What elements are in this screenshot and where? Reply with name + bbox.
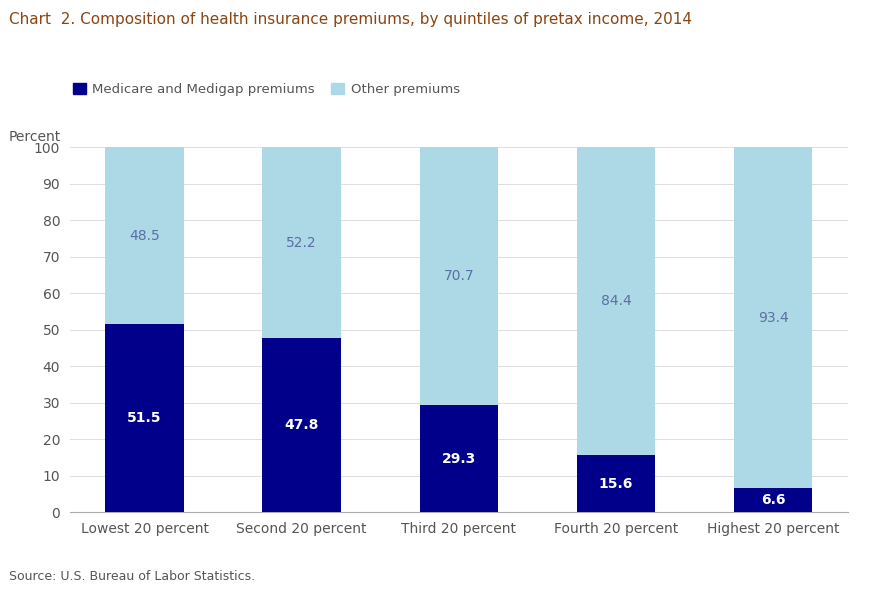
Text: Source: U.S. Bureau of Labor Statistics.: Source: U.S. Bureau of Labor Statistics. [9,570,255,583]
Legend: Medicare and Medigap premiums, Other premiums: Medicare and Medigap premiums, Other pre… [73,82,460,95]
Text: 70.7: 70.7 [443,269,475,283]
Text: Percent: Percent [9,130,61,144]
Bar [262,338,341,512]
Text: 29.3: 29.3 [441,452,476,466]
Text: 48.5: 48.5 [129,229,160,243]
Bar [105,147,184,325]
Bar [420,147,498,405]
Text: 93.4: 93.4 [758,311,788,325]
Bar [105,325,184,512]
Bar [420,405,498,512]
Text: 47.8: 47.8 [285,418,319,432]
Bar [577,455,656,512]
Bar [734,488,813,512]
Text: 51.5: 51.5 [128,411,162,425]
Text: 15.6: 15.6 [599,477,633,491]
Bar [577,147,656,455]
Bar [734,147,813,488]
Text: Chart  2. Composition of health insurance premiums, by quintiles of pretax incom: Chart 2. Composition of health insurance… [9,12,691,27]
Text: 52.2: 52.2 [287,236,317,250]
Bar [262,147,341,338]
Text: 84.4: 84.4 [600,294,631,309]
Text: 6.6: 6.6 [761,494,786,507]
